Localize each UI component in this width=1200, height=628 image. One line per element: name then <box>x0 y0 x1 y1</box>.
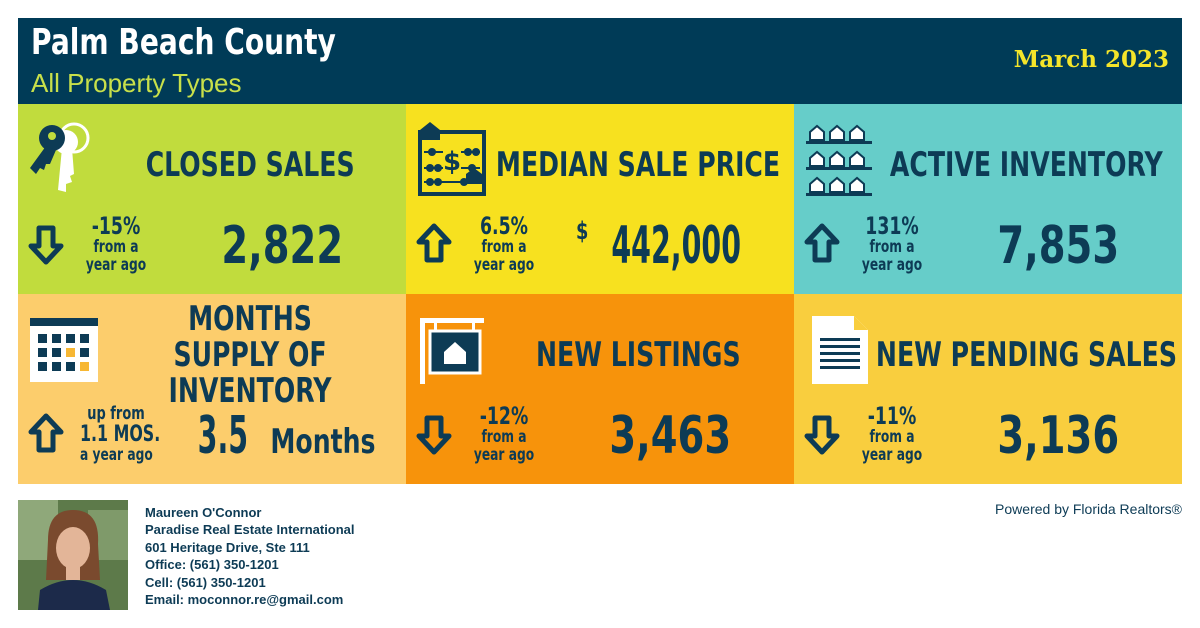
year-over-year-change: -11% from a year ago <box>842 404 942 464</box>
metric-value: 3.5 <box>197 406 248 466</box>
change-percent: 6.5% <box>480 212 528 240</box>
change-percent: -15% <box>91 212 141 240</box>
change-label-line1: from a <box>481 237 527 257</box>
agent-contact: Maureen O'Connor Paradise Real Estate In… <box>145 504 355 608</box>
new-pending-sales-tile: NEW PENDING SALES -11% from a year ago 3… <box>794 294 1182 484</box>
active-inventory-tile: ACTIVE INVENTORY 131% from a year ago 7,… <box>794 104 1182 294</box>
change-label-line1: from a <box>869 237 915 257</box>
arrow-down-icon <box>416 415 452 455</box>
agent-company: Paradise Real Estate International <box>145 522 355 538</box>
months-supply-tile: MONTHS SUPPLY OF INVENTORY up from 1.1 M… <box>18 294 406 484</box>
powered-by: Powered by Florida Realtors® <box>995 501 1182 517</box>
median-sale-price-tile: $ MEDIAN SALE PRICE 6.5% from a year ago… <box>406 104 794 294</box>
tile-title: NEW LISTINGS <box>535 335 741 375</box>
region-title: Palm Beach County <box>31 22 336 63</box>
change-label-line2: year ago <box>861 255 923 275</box>
year-over-year-change: up from 1.1 MOS. a year ago <box>66 403 166 465</box>
change-label-line1: 1.1 MOS. <box>80 422 161 447</box>
tile-title: MEDIAN SALE PRICE <box>495 145 781 185</box>
year-over-year-change: -12% from a year ago <box>454 404 554 464</box>
metric-value: 7,853 <box>997 216 1119 276</box>
listing-sign-icon <box>420 318 484 384</box>
agent-footer: Maureen O'Connor Paradise Real Estate In… <box>18 500 1182 610</box>
change-label-line2: year ago <box>85 255 147 275</box>
tile-title: NEW PENDING SALES <box>875 335 1177 375</box>
tile-title: MONTHS SUPPLY OF INVENTORY <box>168 299 332 411</box>
change-percent: -12% <box>479 402 529 430</box>
property-type-subtitle: All Property Types <box>31 68 242 98</box>
currency-symbol: $ <box>576 217 589 245</box>
arrow-up-icon <box>28 413 64 453</box>
change-label-line1: from a <box>481 427 527 447</box>
metric-value: 3,463 <box>609 406 731 466</box>
arrow-down-icon <box>28 225 64 265</box>
change-label-line2: year ago <box>473 445 535 465</box>
report-header: Palm Beach County All Property Types Mar… <box>18 18 1182 104</box>
metric-value: 2,822 <box>221 216 343 276</box>
keys-icon <box>30 122 90 192</box>
calendar-icon <box>30 318 98 382</box>
change-label-line2: a year ago <box>80 445 153 465</box>
change-label-line1: from a <box>93 237 139 257</box>
change-percent: -11% <box>867 402 917 430</box>
change-label-line2: year ago <box>861 445 923 465</box>
year-over-year-change: 6.5% from a year ago <box>454 214 554 274</box>
tile-title: CLOSED SALES <box>145 145 355 185</box>
houses-rows-icon <box>806 124 872 196</box>
arrow-up-icon <box>416 223 452 263</box>
arrow-down-icon <box>804 415 840 455</box>
report-date: March 2023 <box>1013 46 1169 73</box>
agent-name: Maureen O'Connor <box>145 505 262 520</box>
agent-address: 601 Heritage Drive, Ste 111 <box>145 539 310 555</box>
new-listings-tile: NEW LISTINGS -12% from a year ago 3,463 <box>406 294 794 484</box>
tile-title: ACTIVE INVENTORY <box>889 145 1163 185</box>
metric-value: 3,136 <box>997 406 1119 466</box>
abacus-icon: $ <box>418 122 486 196</box>
agent-office-phone[interactable]: Office: (561) 350-1201 <box>145 557 279 573</box>
agent-photo <box>18 500 128 610</box>
change-label-line1: from a <box>869 427 915 447</box>
change-percent: 131% <box>865 212 919 240</box>
closed-sales-tile: CLOSED SALES -15% from a year ago 2,822 <box>18 104 406 294</box>
year-over-year-change: -15% from a year ago <box>66 214 166 274</box>
arrow-up-icon <box>804 223 840 263</box>
year-over-year-change: 131% from a year ago <box>842 214 942 274</box>
metric-value: 442,000 <box>611 216 742 276</box>
change-label-line2: year ago <box>473 255 535 275</box>
agent-email[interactable]: Email: moconnor.re@gmail.com <box>145 592 344 608</box>
svg-text:$: $ <box>443 147 461 177</box>
document-icon <box>812 316 868 384</box>
agent-cell-phone[interactable]: Cell: (561) 350-1201 <box>145 574 266 590</box>
change-label-line0: up from <box>87 403 145 424</box>
metric-unit: Months <box>270 422 376 462</box>
